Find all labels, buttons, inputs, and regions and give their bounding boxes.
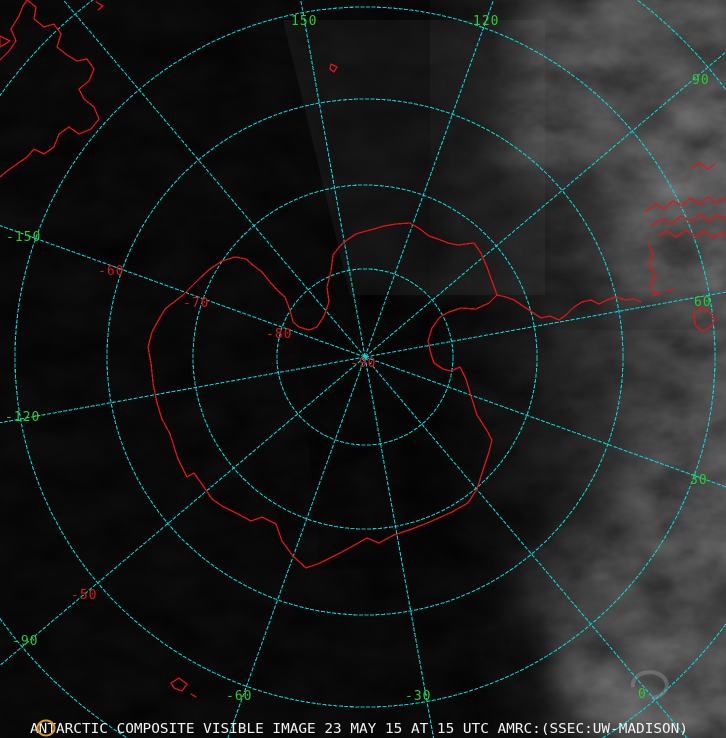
latitude-circle--60 bbox=[106, 98, 624, 616]
island-new-zealand bbox=[0, 0, 104, 178]
island-specks-peninsula bbox=[651, 287, 676, 297]
latitude-circle--50 bbox=[14, 6, 716, 708]
coastline-antarctic-peninsula bbox=[496, 294, 642, 321]
longitude-line-90 bbox=[364, 51, 726, 358]
longitude-line-30 bbox=[364, 356, 726, 488]
latitude-circle--80 bbox=[276, 268, 454, 446]
longitude-label: 30 bbox=[690, 473, 708, 488]
coastlines bbox=[0, 0, 726, 698]
longitude-label: -60 bbox=[226, 689, 252, 704]
latitude-label: -50 bbox=[71, 588, 97, 603]
grid-labels: 150 120 90 60 30 0 -30 -60 -90 -120 -150 -50 -60 -70 -… bbox=[5, 14, 712, 704]
longitude-label: 60 bbox=[694, 295, 712, 310]
longitude-line--150 bbox=[0, 225, 366, 358]
longitude-label: -30 bbox=[405, 689, 431, 704]
coastline-antarctica bbox=[147, 222, 498, 569]
latitude-label: -60 bbox=[98, 264, 124, 279]
island-south-georgia bbox=[693, 307, 716, 332]
longitude-label: 90 bbox=[692, 73, 710, 88]
longitude-line--90 bbox=[0, 356, 366, 667]
longitude-line--30 bbox=[364, 356, 435, 738]
islands-bottom-left bbox=[170, 677, 197, 698]
longitude-line-150 bbox=[300, 0, 366, 358]
longitude-label: -150 bbox=[6, 230, 41, 245]
longitude-label: 150 bbox=[291, 14, 317, 29]
longitude-label: -90 bbox=[12, 634, 38, 649]
longitude-label: 120 bbox=[473, 14, 499, 29]
longitude-line-180 bbox=[62, 0, 366, 358]
caption-text: ANTARCTIC COMPOSITE VISIBLE IMAGE 23 MAY… bbox=[30, 722, 688, 737]
island-left-edge-mark bbox=[0, 35, 11, 48]
longitude-label: 0 bbox=[638, 687, 647, 702]
longitude-line-0 bbox=[364, 356, 688, 738]
latitude-circle--70 bbox=[192, 184, 538, 530]
latitude-label: -80 bbox=[266, 327, 292, 342]
longitude-line-120 bbox=[364, 0, 495, 358]
longitude-line--60 bbox=[227, 356, 366, 738]
longitude-line-60 bbox=[364, 291, 726, 358]
cursor-marker bbox=[36, 719, 56, 737]
latitude-label: -70 bbox=[183, 296, 209, 311]
latitude-label: -90 bbox=[350, 356, 376, 371]
island-speck-top bbox=[329, 63, 338, 73]
longitude-label: -120 bbox=[5, 410, 40, 425]
longitude-line--120 bbox=[0, 356, 366, 424]
coastline-tierra-del-fuego bbox=[644, 162, 726, 296]
